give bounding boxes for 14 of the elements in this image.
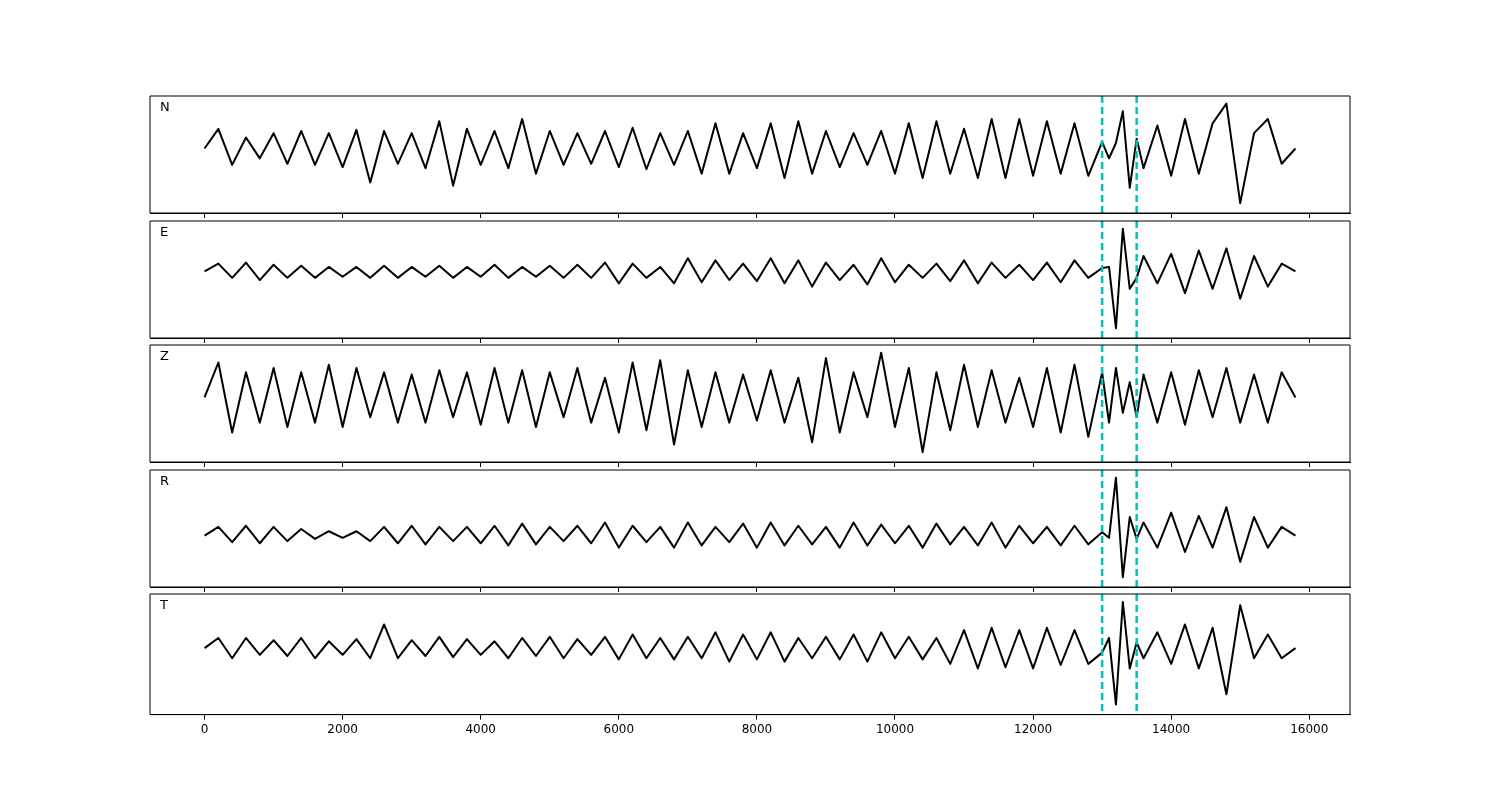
x-tick-label: 10000 — [875, 721, 915, 736]
annotation: E — [160, 223, 169, 239]
annotation: N — [160, 98, 170, 114]
x-tick-label: 14000 — [1152, 721, 1191, 736]
x-tick-label: 4000 — [465, 721, 496, 736]
x-tick-label: 16000 — [1290, 721, 1329, 736]
annotation: R — [160, 472, 170, 488]
annotation: T — [159, 596, 168, 612]
x-tick-label: 12000 — [1013, 721, 1053, 736]
x-tick-label: 8000 — [741, 721, 773, 736]
x-tick-label: 0 — [200, 721, 209, 736]
annotation: Z — [160, 347, 169, 363]
x-tick-label: 2000 — [327, 721, 358, 736]
x-tick-label: 6000 — [603, 721, 635, 736]
